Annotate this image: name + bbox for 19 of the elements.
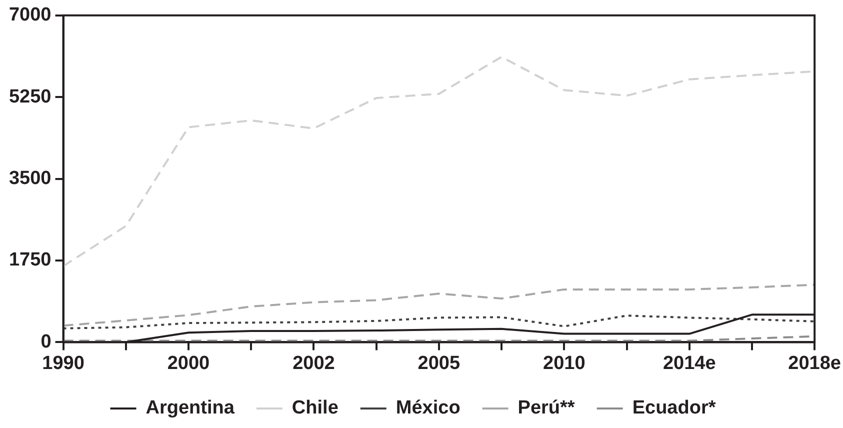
legend-label: Argentina xyxy=(146,398,235,419)
legend-label: Perú** xyxy=(518,398,576,419)
x-tick-label: 2002 xyxy=(292,352,335,374)
y-tick-label: 5250 xyxy=(8,86,52,108)
y-tick-label: 0 xyxy=(40,331,52,352)
y-tick-label: 7000 xyxy=(8,4,52,26)
legend-label: México xyxy=(396,398,460,419)
legend-label: Chile xyxy=(292,398,338,419)
y-tick-label: 1750 xyxy=(8,250,52,271)
x-tick-label: 2018e xyxy=(788,352,842,374)
line-series xyxy=(62,284,816,327)
line-series xyxy=(62,314,816,330)
legend-label: Ecuador* xyxy=(632,398,716,419)
x-tick-label: 1990 xyxy=(42,352,84,374)
x-tick-label: 2010 xyxy=(543,352,586,374)
x-tick-label: 2005 xyxy=(418,352,460,374)
y-tick-label: 3500 xyxy=(8,168,52,190)
x-tick-label: 2014e xyxy=(662,352,716,374)
x-tick-label: 2000 xyxy=(167,352,210,374)
